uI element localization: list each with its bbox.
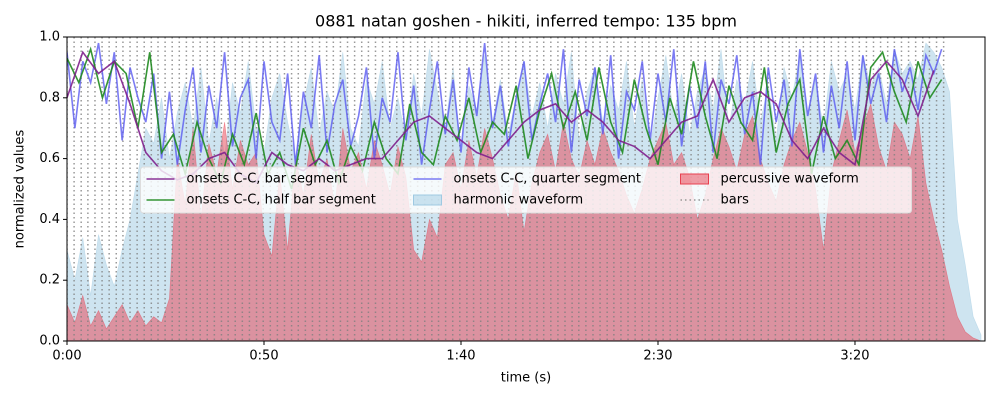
legend-box bbox=[140, 166, 912, 214]
x-axis-label: time (s) bbox=[501, 371, 551, 386]
chart-title: 0881 natan goshen - hikiti, inferred tem… bbox=[315, 12, 737, 31]
plot-frame bbox=[66, 36, 986, 342]
y-tick-label: 0.4 bbox=[39, 212, 60, 227]
y-tick-label: 0.2 bbox=[39, 273, 60, 288]
line bbox=[67, 42, 943, 165]
x-tick-label: 3:20 bbox=[840, 349, 869, 364]
legend: onsets C-C, bar segment onsets C-C, half … bbox=[140, 166, 912, 214]
y-tick-label: 0.6 bbox=[39, 151, 60, 166]
x-tick-label: 0:00 bbox=[52, 349, 81, 364]
legend-swatch bbox=[413, 194, 442, 206]
y-tick-label: 1.0 bbox=[39, 30, 60, 45]
legend-label: bars bbox=[721, 193, 750, 208]
legend-label: onsets C-C, bar segment bbox=[187, 172, 348, 187]
legend-label: onsets C-C, quarter segment bbox=[454, 172, 641, 187]
x-tick-label: 1:40 bbox=[446, 349, 475, 364]
y-tick-label: 0.0 bbox=[39, 334, 60, 349]
legend-label: percussive waveform bbox=[721, 172, 859, 187]
x-tick-label: 2:30 bbox=[643, 349, 672, 364]
x-tick-label: 0:50 bbox=[249, 349, 278, 364]
legend-label: harmonic waveform bbox=[454, 193, 584, 208]
line bbox=[67, 50, 935, 185]
legend-label: onsets C-C, half bar segment bbox=[187, 193, 376, 208]
y-axis-label: normalized values bbox=[13, 129, 28, 248]
legend-swatch bbox=[680, 173, 709, 185]
y-tick-label: 0.8 bbox=[39, 90, 60, 105]
